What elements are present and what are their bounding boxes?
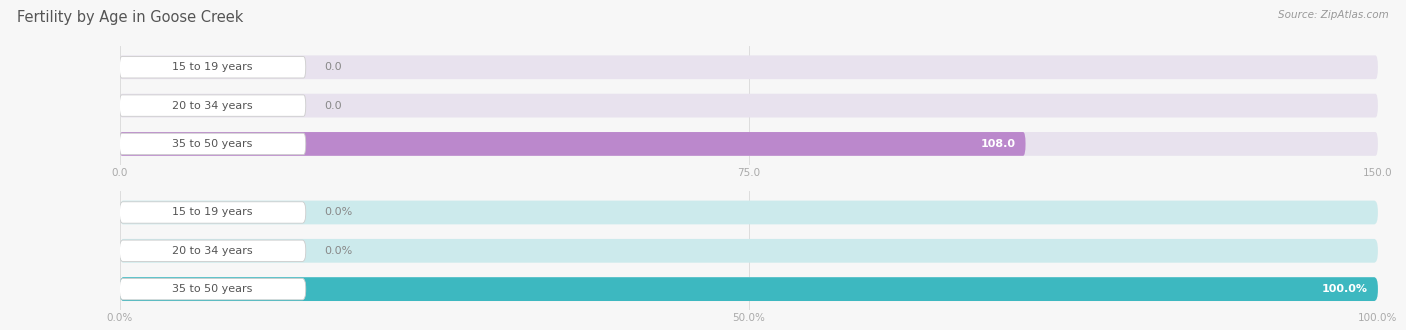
- FancyBboxPatch shape: [120, 133, 305, 155]
- FancyBboxPatch shape: [120, 132, 1025, 156]
- Text: 35 to 50 years: 35 to 50 years: [173, 284, 253, 294]
- Text: Fertility by Age in Goose Creek: Fertility by Age in Goose Creek: [17, 10, 243, 25]
- Text: 108.0: 108.0: [980, 139, 1015, 149]
- FancyBboxPatch shape: [120, 239, 1378, 263]
- Text: Source: ZipAtlas.com: Source: ZipAtlas.com: [1278, 10, 1389, 20]
- Text: 20 to 34 years: 20 to 34 years: [173, 101, 253, 111]
- FancyBboxPatch shape: [120, 132, 1378, 156]
- FancyBboxPatch shape: [120, 95, 305, 116]
- FancyBboxPatch shape: [120, 201, 1378, 224]
- Text: 0.0: 0.0: [325, 62, 342, 72]
- FancyBboxPatch shape: [120, 277, 1378, 301]
- Text: 0.0%: 0.0%: [325, 208, 353, 217]
- Text: 100.0%: 100.0%: [1322, 284, 1368, 294]
- FancyBboxPatch shape: [120, 94, 1378, 117]
- FancyBboxPatch shape: [120, 279, 305, 300]
- Text: 0.0: 0.0: [325, 101, 342, 111]
- FancyBboxPatch shape: [120, 202, 305, 223]
- Text: 15 to 19 years: 15 to 19 years: [173, 62, 253, 72]
- Text: 0.0%: 0.0%: [325, 246, 353, 256]
- FancyBboxPatch shape: [120, 56, 305, 78]
- Text: 35 to 50 years: 35 to 50 years: [173, 139, 253, 149]
- Text: 15 to 19 years: 15 to 19 years: [173, 208, 253, 217]
- Text: 20 to 34 years: 20 to 34 years: [173, 246, 253, 256]
- FancyBboxPatch shape: [120, 277, 1378, 301]
- FancyBboxPatch shape: [120, 240, 305, 261]
- FancyBboxPatch shape: [120, 55, 1378, 79]
